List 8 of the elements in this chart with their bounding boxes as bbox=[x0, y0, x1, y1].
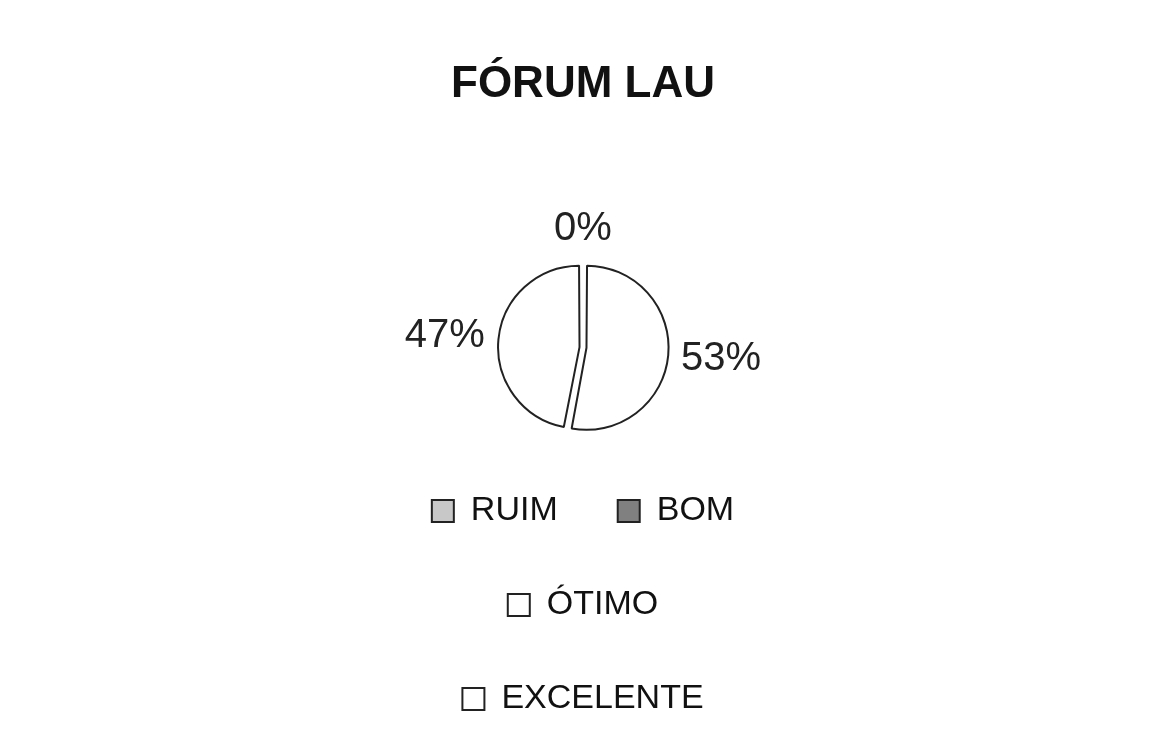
text: 0% bbox=[554, 203, 612, 248]
legend-label: BOM bbox=[656, 489, 735, 528]
data-label: 47% bbox=[404, 311, 485, 356]
data-label: 53% bbox=[681, 333, 762, 378]
legend-label: ÓTIMO bbox=[546, 583, 659, 622]
legend-label: RUIM bbox=[470, 489, 558, 528]
chart-title: FÓRUM LAU bbox=[451, 56, 715, 106]
legend-label: EXCELENTE bbox=[501, 677, 704, 716]
